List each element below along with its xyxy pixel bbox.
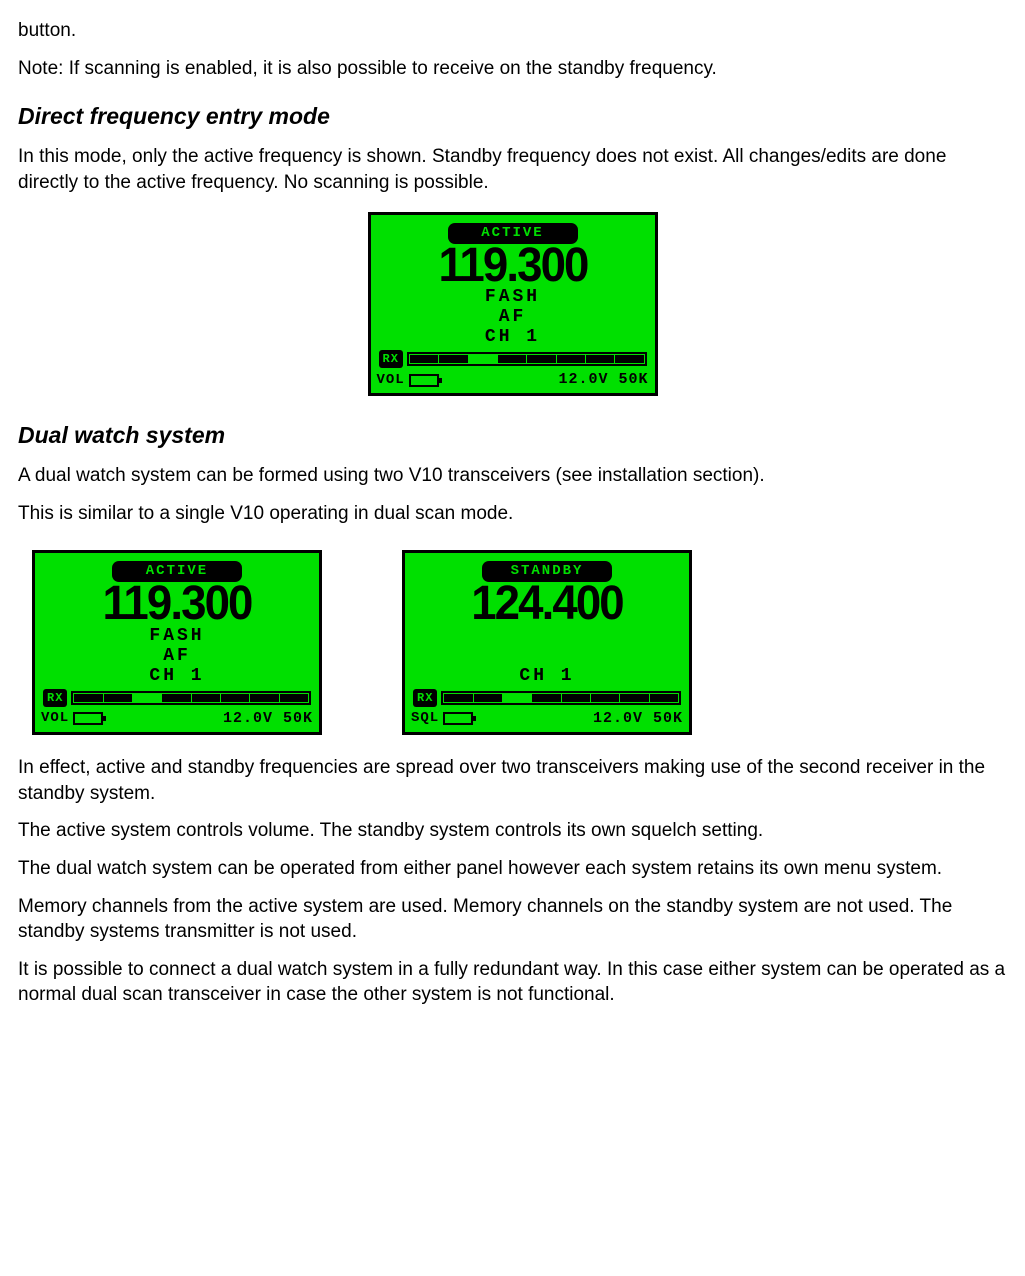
lcd-frequency: 119.300 xyxy=(378,246,648,287)
lcd-voltage: 12.0V 50K xyxy=(443,370,649,390)
battery-icon xyxy=(73,712,103,725)
lcd-rx-bar xyxy=(407,352,647,366)
lcd-rx-label: RX xyxy=(379,350,403,368)
lcd-rx-bar xyxy=(71,691,311,705)
lcd-rx-row: RX xyxy=(371,348,655,370)
lcd-voltage: 12.0V 50K xyxy=(107,709,313,729)
lcd-vol-label: VOL xyxy=(377,371,405,390)
section-heading-dual-watch: Dual watch system xyxy=(18,420,1007,451)
lcd-rx-row: RX xyxy=(35,687,319,709)
lcd-bottom-row: VOL 12.0V 50K xyxy=(371,370,655,393)
lcd-rx-bar xyxy=(441,691,681,705)
section2-p1: A dual watch system can be formed using … xyxy=(18,463,1007,489)
lcd-line-af: AF xyxy=(35,647,319,667)
intro-text-2: Note: If scanning is enabled, it is also… xyxy=(18,56,1007,82)
lcd-rx-label: RX xyxy=(43,689,67,707)
lcd-line-ch: CH 1 xyxy=(35,667,319,687)
battery-icon xyxy=(409,374,439,387)
battery-icon xyxy=(443,712,473,725)
lcd-rx-label: RX xyxy=(413,689,437,707)
lcd-display-1-container: ACTIVE 119.300 FASH AF CH 1 RX VOL 12.0V… xyxy=(18,212,1007,397)
lcd-line-ch: CH 1 xyxy=(371,328,655,348)
lcd-display-standby: STANDBY 124.400 CH 1 RX SQL 12.0V 50K xyxy=(402,550,692,735)
section-heading-direct-entry: Direct frequency entry mode xyxy=(18,101,1007,132)
section2-p2: This is similar to a single V10 operatin… xyxy=(18,501,1007,527)
lcd-voltage: 12.0V 50K xyxy=(477,709,683,729)
section2-p7: It is possible to connect a dual watch s… xyxy=(18,957,1007,1008)
lcd-line-af: AF xyxy=(371,308,655,328)
lcd-frequency: 119.300 xyxy=(42,584,312,625)
intro-text-1: button. xyxy=(18,18,1007,44)
lcd-frequency: 124.400 xyxy=(412,584,682,625)
section2-p4: The active system controls volume. The s… xyxy=(18,818,1007,844)
section1-p1: In this mode, only the active frequency … xyxy=(18,144,1007,195)
section2-p6: Memory channels from the active system a… xyxy=(18,894,1007,945)
lcd-display-row: ACTIVE 119.300 FASH AF CH 1 RX VOL 12.0V… xyxy=(32,550,1007,735)
lcd-line-blank2 xyxy=(405,647,689,667)
lcd-sql-label: SQL xyxy=(411,709,439,728)
lcd-rx-row: RX xyxy=(405,687,689,709)
lcd-bottom-row: VOL 12.0V 50K xyxy=(35,709,319,732)
section2-p5: The dual watch system can be operated fr… xyxy=(18,856,1007,882)
lcd-display-active-2: ACTIVE 119.300 FASH AF CH 1 RX VOL 12.0V… xyxy=(32,550,322,735)
lcd-display-active-1: ACTIVE 119.300 FASH AF CH 1 RX VOL 12.0V… xyxy=(368,212,658,397)
section2-p3: In effect, active and standby frequencie… xyxy=(18,755,1007,806)
lcd-line-ch: CH 1 xyxy=(405,667,689,687)
lcd-vol-label: VOL xyxy=(41,709,69,728)
lcd-bottom-row: SQL 12.0V 50K xyxy=(405,709,689,732)
